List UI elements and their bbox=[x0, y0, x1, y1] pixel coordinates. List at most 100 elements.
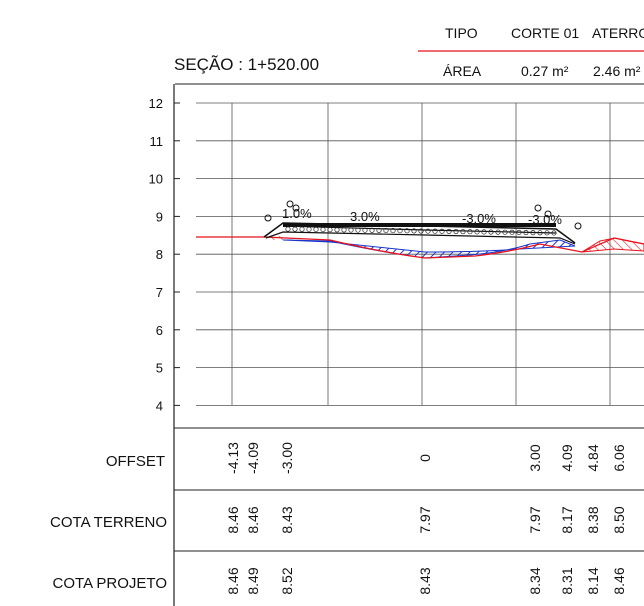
row-label-cota-terreno: COTA TERRENO bbox=[50, 514, 167, 531]
table-cell-value: 7.97 bbox=[527, 506, 543, 533]
slope-left-label: 1.0% bbox=[282, 206, 312, 221]
gravel-dot bbox=[334, 227, 340, 233]
gravel-layer bbox=[285, 226, 557, 236]
cut-area-hatch bbox=[282, 239, 576, 259]
gravel-dot bbox=[320, 227, 326, 233]
gravel-dot bbox=[418, 228, 424, 234]
table-cell-value: -3.00 bbox=[279, 442, 295, 474]
marker-circle bbox=[292, 204, 300, 212]
table-cell-value: 0 bbox=[417, 454, 433, 462]
table-cell-value: 8.14 bbox=[585, 567, 601, 594]
area-label: ÁREA bbox=[443, 63, 482, 79]
gravel-dot bbox=[551, 230, 557, 236]
table-cell-value: 6.06 bbox=[611, 444, 627, 471]
gravel-dot bbox=[481, 229, 487, 235]
aterro-label: ATERRO bbox=[592, 25, 644, 41]
gravel-dot bbox=[467, 229, 473, 235]
row-label-offset: OFFSET bbox=[106, 453, 165, 470]
gravel-dot bbox=[341, 227, 347, 233]
terrain-line bbox=[196, 236, 644, 259]
gravel-dot bbox=[432, 228, 438, 234]
gravel-dot bbox=[460, 229, 466, 235]
tipo-label: TIPO bbox=[445, 25, 478, 41]
gravel-dot bbox=[369, 227, 375, 233]
road-top-layer bbox=[283, 223, 556, 227]
gravel-dot bbox=[446, 228, 452, 234]
gravel-dot bbox=[355, 227, 361, 233]
table-cell-value: 8.31 bbox=[559, 567, 575, 594]
data-table: OFFSET COTA TERRENO COTA PROJETO -4.13 -4… bbox=[50, 427, 644, 595]
table-cell-value: 8.17 bbox=[559, 506, 575, 533]
gravel-dot bbox=[488, 229, 494, 235]
y-tick-label: 12 bbox=[149, 96, 163, 111]
table-cell-value: -4.09 bbox=[245, 442, 261, 474]
gravel-dot bbox=[523, 230, 529, 236]
y-tick-label: 10 bbox=[149, 172, 163, 187]
y-tick-label: 11 bbox=[150, 134, 164, 149]
gravel-dot bbox=[327, 227, 333, 233]
marker-circle bbox=[534, 204, 542, 212]
gravel-dot bbox=[425, 228, 431, 234]
table-cell-value: 8.43 bbox=[279, 506, 295, 533]
gravel-dot bbox=[383, 227, 389, 234]
table-cell-value: -4.13 bbox=[225, 442, 241, 474]
gravel-dot bbox=[537, 230, 543, 236]
marker-circle bbox=[574, 222, 582, 230]
table-cell-value: 3.00 bbox=[527, 444, 543, 471]
gravel-dot bbox=[544, 230, 550, 236]
table-cell-value: 8.50 bbox=[611, 506, 627, 533]
table-cell-value: 8.43 bbox=[417, 567, 433, 594]
corte-label: CORTE 01 bbox=[511, 25, 579, 41]
road-subbase bbox=[265, 231, 576, 245]
slope-mid-right-label: -3.0% bbox=[462, 211, 496, 226]
gravel-dot bbox=[516, 229, 522, 236]
grid bbox=[196, 102, 644, 406]
gravel-dot bbox=[376, 227, 382, 233]
y-tick-label: 4 bbox=[156, 398, 163, 413]
gravel-dot bbox=[362, 227, 368, 233]
gravel-dot bbox=[404, 228, 410, 234]
gravel-dot bbox=[299, 226, 305, 232]
table-cell-value: 8.52 bbox=[279, 567, 295, 594]
y-tick-label: 8 bbox=[156, 247, 163, 262]
y-axis-ticks: 12 11 10 9 8 7 6 5 4 bbox=[149, 96, 180, 413]
slope-mid-left-label: 3.0% bbox=[350, 209, 380, 224]
gravel-dot bbox=[348, 227, 354, 233]
row-label-cota-projeto: COTA PROJETO bbox=[53, 575, 167, 592]
gravel-dot bbox=[495, 229, 501, 235]
table-cell-value: 7.97 bbox=[417, 506, 433, 533]
fill-area-hatch bbox=[581, 237, 644, 253]
gravel-dot bbox=[439, 228, 445, 234]
slope-right-label: -3.0% bbox=[528, 212, 562, 227]
marker-circle bbox=[264, 214, 272, 222]
gravel-dot bbox=[292, 226, 298, 232]
table-cell-value: 8.34 bbox=[527, 567, 543, 594]
gravel-dot bbox=[390, 228, 396, 234]
gravel-dot bbox=[397, 228, 403, 234]
gravel-dot bbox=[474, 229, 480, 235]
table-values: -4.13 -4.09 -3.00 0 3.00 4.09 4.84 6.068.46 8.46… bbox=[225, 442, 627, 595]
gravel-dot bbox=[285, 226, 291, 232]
gravel-dot bbox=[509, 229, 515, 235]
table-cell-value: 8.46 bbox=[225, 567, 241, 594]
table-cell-value: 4.84 bbox=[585, 444, 601, 471]
aterro-area-value: 2.46 m² bbox=[593, 63, 641, 79]
gravel-dot bbox=[306, 226, 312, 232]
gravel-dot bbox=[502, 229, 508, 235]
marker-circle bbox=[544, 210, 552, 218]
table-cell-value: 8.46 bbox=[245, 506, 261, 533]
table-cell-value: 8.49 bbox=[245, 567, 261, 594]
gravel-dot bbox=[411, 228, 417, 234]
y-tick-label: 9 bbox=[156, 209, 163, 224]
y-tick-label: 6 bbox=[156, 323, 163, 338]
offset-markers bbox=[264, 200, 582, 230]
gravel-dot bbox=[453, 228, 459, 235]
y-tick-label: 5 bbox=[156, 361, 163, 376]
table-cell-value: 8.46 bbox=[225, 506, 241, 533]
gravel-dot bbox=[530, 230, 536, 236]
road-pavement bbox=[263, 222, 576, 245]
y-tick-label: 7 bbox=[156, 285, 163, 300]
gravel-dot bbox=[313, 226, 319, 233]
table-cell-value: 8.38 bbox=[585, 506, 601, 533]
